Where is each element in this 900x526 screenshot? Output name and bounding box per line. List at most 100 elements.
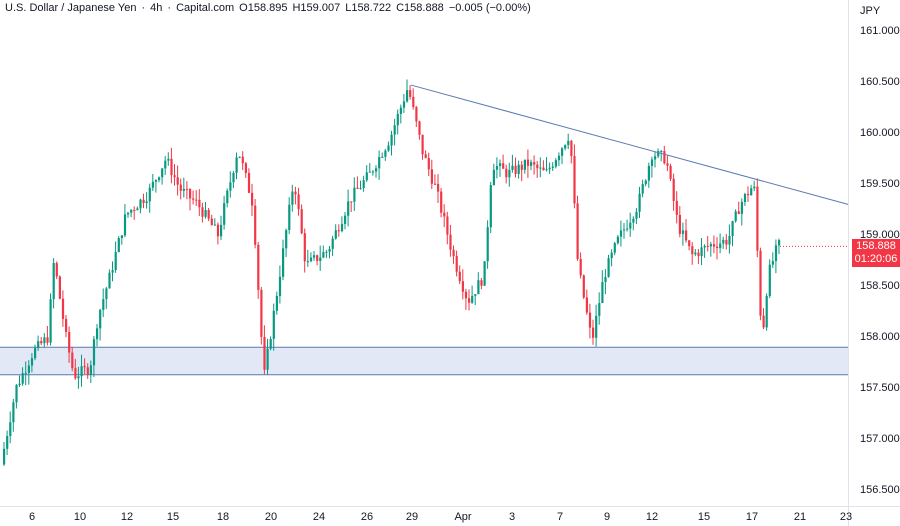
bullish-candle <box>18 383 21 386</box>
bullish-candle <box>114 252 117 271</box>
bullish-candle <box>34 348 37 359</box>
bearish-candle <box>198 199 201 208</box>
bearish-candle <box>759 250 762 316</box>
bullish-candle <box>492 169 495 186</box>
bearish-candle <box>185 188 189 190</box>
bearish-candle <box>179 184 182 191</box>
bearish-candle <box>526 159 530 166</box>
currency-label[interactable]: JPY <box>860 5 881 17</box>
bullish-candle <box>393 125 396 135</box>
bearish-candle <box>189 189 192 199</box>
time-tick: 24 <box>312 511 326 523</box>
bullish-candle <box>629 222 632 229</box>
bullish-candle <box>743 193 747 202</box>
bearish-candle <box>74 368 77 379</box>
bullish-candle <box>77 376 80 379</box>
bearish-candle <box>427 158 430 170</box>
bearish-candle <box>533 162 536 165</box>
time-tick: 29 <box>405 511 419 523</box>
bearish-candle <box>216 224 220 237</box>
bullish-candle <box>495 166 499 170</box>
bullish-candle <box>545 169 548 171</box>
bullish-candle <box>641 184 644 194</box>
bearish-candle <box>251 192 254 206</box>
bullish-candle <box>598 303 601 316</box>
bullish-candle <box>728 236 731 245</box>
bullish-candle <box>148 187 151 202</box>
bullish-candle <box>375 168 378 172</box>
bullish-candle <box>722 239 725 244</box>
bearish-candle <box>192 198 195 200</box>
bullish-candle <box>161 168 164 178</box>
bullish-candle <box>220 224 223 237</box>
bullish-candle <box>768 264 771 296</box>
bullish-candle <box>610 252 613 259</box>
bearish-candle <box>430 169 433 184</box>
bearish-candle <box>303 233 306 262</box>
bullish-candle <box>486 227 489 262</box>
interval: 4h <box>150 2 163 14</box>
bearish-candle <box>68 331 71 353</box>
bearish-candle <box>443 212 446 217</box>
bullish-candle <box>117 238 120 253</box>
bullish-candle <box>530 162 533 166</box>
bullish-candle <box>362 180 365 189</box>
bearish-candle <box>688 240 691 247</box>
bullish-candle <box>406 90 409 102</box>
bullish-candle <box>474 294 477 296</box>
bearish-candle <box>55 263 58 277</box>
bearish-candle <box>40 341 43 344</box>
current-price-tag: 158.888 01:20:06 <box>852 239 900 267</box>
bullish-candle <box>319 257 322 261</box>
bearish-candle <box>536 164 539 169</box>
bullish-candle <box>102 299 105 310</box>
bearish-candle <box>207 210 210 219</box>
support-zone <box>0 347 848 375</box>
bullish-candle <box>638 193 641 212</box>
bullish-candle <box>399 107 402 114</box>
bullish-candle <box>309 257 313 262</box>
bullish-candle <box>99 309 102 329</box>
bar-countdown: 01:20:06 <box>854 253 898 265</box>
bullish-candle <box>508 169 511 178</box>
price-tick: 160.000 <box>860 127 900 139</box>
bearish-candle <box>173 175 176 178</box>
bearish-candle <box>421 134 424 155</box>
bearish-candle <box>716 246 719 249</box>
bearish-candle <box>458 271 461 282</box>
bullish-candle <box>740 201 743 214</box>
bullish-candle <box>158 177 161 181</box>
bearish-candle <box>706 245 709 247</box>
bullish-candle <box>6 436 9 449</box>
bullish-candle <box>681 230 685 234</box>
bearish-candle <box>254 205 257 245</box>
bearish-candle <box>747 193 750 196</box>
bullish-candle <box>232 172 235 183</box>
bullish-candle <box>523 159 526 170</box>
bullish-candle <box>282 248 285 277</box>
bullish-candle <box>37 341 40 349</box>
symbol-name: U.S. Dollar / Japanese Yen <box>5 2 137 14</box>
bearish-candle <box>433 183 437 185</box>
bullish-candle <box>384 150 387 157</box>
bearish-candle <box>337 230 340 232</box>
bullish-candle <box>123 214 127 236</box>
bearish-candle <box>666 163 669 166</box>
bullish-candle <box>204 210 207 217</box>
bearish-candle <box>418 121 421 135</box>
time-tick: 10 <box>73 511 87 523</box>
bullish-candle <box>127 212 130 215</box>
bearish-candle <box>244 163 247 173</box>
bullish-candle <box>774 245 778 262</box>
bearish-candle <box>579 258 582 276</box>
bearish-candle <box>570 140 573 157</box>
bullish-candle <box>238 156 241 158</box>
time-tick: 6 <box>28 511 36 523</box>
close-value: C158.888 <box>396 2 444 14</box>
bearish-candle <box>297 194 300 210</box>
bullish-candle <box>226 190 229 204</box>
bullish-candle <box>548 167 551 170</box>
bearish-candle <box>449 234 452 250</box>
